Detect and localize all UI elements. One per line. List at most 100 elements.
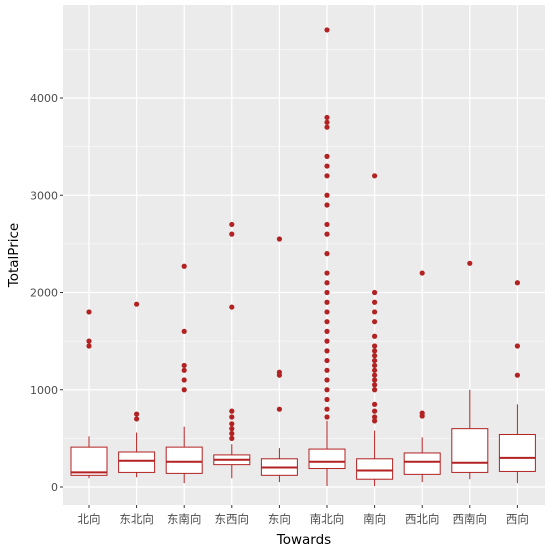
outlier-point xyxy=(134,411,140,417)
outlier-point xyxy=(324,387,330,393)
outlier-point xyxy=(324,338,330,344)
outlier-point xyxy=(372,362,378,369)
box-1 xyxy=(118,301,156,478)
box-iqr xyxy=(308,448,346,470)
outlier-point xyxy=(372,357,378,364)
outlier-point xyxy=(372,289,378,296)
outlier-point xyxy=(181,263,187,269)
box-2 xyxy=(165,263,203,484)
outlier-point xyxy=(467,260,473,266)
box-iqr xyxy=(498,433,536,472)
box-7 xyxy=(403,270,441,483)
outlier-point xyxy=(324,309,330,315)
outlier-point xyxy=(324,251,330,257)
outlier-point xyxy=(372,348,378,354)
y-tick-label: 3000 xyxy=(30,189,58,202)
outlier-point xyxy=(324,328,330,334)
x-axis-title: Towards xyxy=(276,532,331,548)
outlier-point xyxy=(181,328,187,334)
outlier-point xyxy=(86,343,92,349)
outlier-point xyxy=(372,309,378,315)
outlier-point xyxy=(86,338,92,344)
box-series xyxy=(70,27,536,487)
x-tick-label: 南北向 xyxy=(310,512,345,526)
outlier-point xyxy=(324,163,330,169)
box-4 xyxy=(260,236,298,483)
plot-panel xyxy=(63,5,545,505)
outlier-point xyxy=(324,270,330,276)
outlier-point xyxy=(419,270,425,276)
outlier-point xyxy=(324,367,330,373)
outlier-point xyxy=(372,418,378,424)
outlier-point xyxy=(229,221,235,228)
outlier-point xyxy=(324,357,330,364)
outlier-point xyxy=(324,221,330,228)
outlier-point xyxy=(324,153,330,159)
box-iqr xyxy=(118,451,156,473)
box-iqr xyxy=(451,428,489,473)
box-0 xyxy=(70,309,108,479)
y-tick-label: 2000 xyxy=(30,287,58,300)
outlier-point xyxy=(181,367,187,373)
box-iqr xyxy=(165,446,203,474)
outlier-point xyxy=(372,173,378,179)
outlier-point xyxy=(86,309,92,315)
outlier-point xyxy=(372,377,378,383)
box-iqr xyxy=(70,446,108,476)
x-tick-label: 东向 xyxy=(268,512,291,526)
outlier-point xyxy=(324,406,330,412)
x-tick-labels: 北向 东北向 东南向 东西向 东向 南北向 南向 西北向 西南向 西向 xyxy=(78,505,529,526)
outlier-point xyxy=(181,387,187,393)
outlier-point xyxy=(324,377,330,383)
outlier-point xyxy=(372,353,378,359)
outlier-point xyxy=(229,408,235,414)
outlier-point xyxy=(372,372,378,378)
y-tick-label: 1000 xyxy=(30,384,58,397)
outlier-point xyxy=(514,280,521,286)
outlier-point xyxy=(276,369,282,375)
outlier-point xyxy=(419,410,425,416)
outlier-point xyxy=(134,416,140,422)
outlier-point xyxy=(372,414,378,420)
outlier-point xyxy=(372,343,378,349)
outlier-point xyxy=(372,387,378,393)
outlier-point xyxy=(324,299,330,305)
x-tick-label: 北向 xyxy=(78,512,101,526)
outlier-point xyxy=(324,231,330,237)
outlier-point xyxy=(276,236,282,242)
x-tick-label: 东西向 xyxy=(215,512,250,526)
outlier-point xyxy=(324,114,330,121)
box-9 xyxy=(498,280,536,484)
box-8 xyxy=(451,260,489,480)
x-tick-label: 东北向 xyxy=(119,512,154,526)
outlier-point xyxy=(324,319,330,325)
outlier-point xyxy=(372,382,378,388)
outlier-point xyxy=(181,362,187,369)
outlier-point xyxy=(324,414,330,420)
outlier-point xyxy=(324,348,330,354)
box-3 xyxy=(213,221,251,479)
outlier-point xyxy=(372,408,378,414)
outlier-point xyxy=(514,343,521,349)
outlier-point xyxy=(324,289,330,296)
y-tick-label: 4000 xyxy=(30,92,58,105)
outlier-point xyxy=(229,414,235,420)
outlier-point xyxy=(229,426,235,432)
outlier-point xyxy=(324,173,330,179)
outlier-point xyxy=(372,401,378,407)
y-tick-labels: 0 1000 2000 3000 4000 xyxy=(30,92,63,494)
x-tick-label: 东南向 xyxy=(167,512,202,526)
outlier-point xyxy=(229,304,235,310)
outlier-point xyxy=(514,372,521,378)
outlier-point xyxy=(372,367,378,373)
outlier-point xyxy=(276,406,282,412)
box-iqr xyxy=(403,452,441,475)
outlier-point xyxy=(324,27,330,33)
y-axis-title: TotalPrice xyxy=(6,223,22,288)
outlier-point xyxy=(324,119,330,125)
outlier-point xyxy=(372,319,378,325)
x-tick-label: 南向 xyxy=(363,512,386,526)
outlier-point xyxy=(229,231,235,237)
x-tick-label: 西南向 xyxy=(453,512,488,526)
box-5 xyxy=(308,27,346,487)
